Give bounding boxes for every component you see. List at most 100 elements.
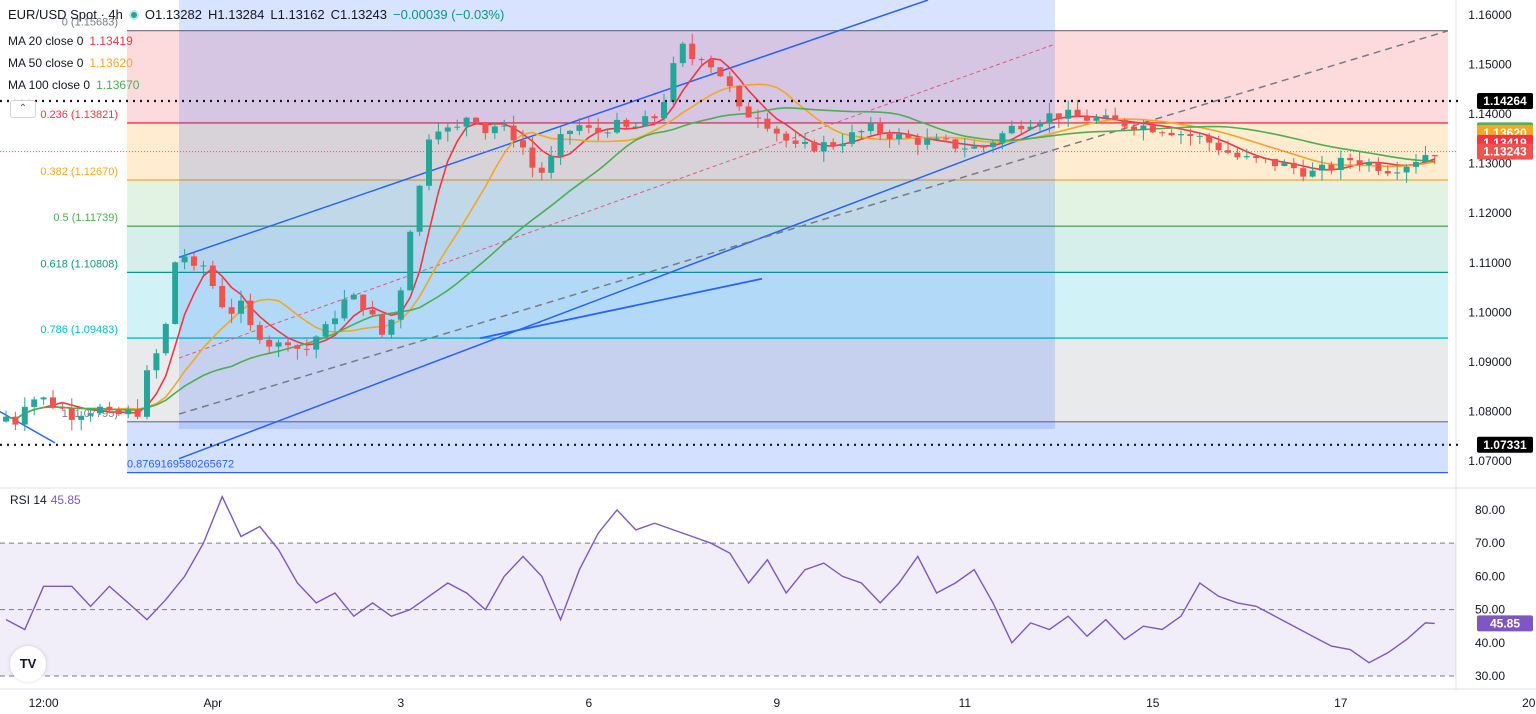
candle-body bbox=[717, 67, 724, 77]
ohlc-open: O1.13282 bbox=[144, 7, 202, 22]
candle-body bbox=[1309, 170, 1316, 177]
candle-body bbox=[303, 348, 310, 350]
candle-body bbox=[802, 141, 808, 144]
rsi-tick-label: 40.00 bbox=[1475, 636, 1505, 650]
ma50-legend[interactable]: MA 50 close 0 1.13620 bbox=[8, 56, 133, 70]
candle-body bbox=[961, 148, 968, 150]
ma50-value: 1.13620 bbox=[89, 56, 133, 70]
price-tick-label: 1.15000 bbox=[1468, 57, 1512, 71]
price-tick-label: 1.16000 bbox=[1468, 8, 1512, 22]
candle-body bbox=[191, 256, 197, 266]
fib-zone bbox=[127, 421, 1448, 473]
candle-body bbox=[886, 133, 893, 140]
candle-body bbox=[914, 137, 921, 145]
candle-body bbox=[1065, 109, 1072, 119]
candle-body bbox=[1215, 142, 1222, 151]
candle-body bbox=[867, 123, 874, 132]
ma100-legend[interactable]: MA 100 close 0 1.13670 bbox=[8, 78, 139, 92]
candle-body bbox=[510, 125, 517, 141]
candle-body bbox=[332, 318, 338, 325]
chart-header: EUR/USD Spot · 4h O1.13282 H1.13284 L1.1… bbox=[8, 7, 504, 22]
candle-body bbox=[294, 345, 301, 349]
candle-body bbox=[1037, 123, 1043, 127]
time-tick-label: 6 bbox=[585, 696, 592, 710]
channel-box bbox=[179, 0, 1055, 429]
candle-body bbox=[1356, 160, 1363, 165]
ma20-label: MA 20 close 0 bbox=[8, 34, 84, 48]
candle-body bbox=[40, 397, 47, 400]
candle-body bbox=[59, 407, 66, 409]
horizontal-levels[interactable] bbox=[0, 99, 1458, 446]
candle-body bbox=[275, 342, 282, 347]
candle-body bbox=[1300, 168, 1307, 177]
candle-body bbox=[1375, 162, 1382, 171]
candle-body bbox=[839, 143, 846, 147]
tradingview-logo[interactable]: TV bbox=[10, 646, 46, 682]
candle-body bbox=[501, 125, 508, 127]
candle-body bbox=[1366, 162, 1372, 165]
candle-body bbox=[999, 133, 1006, 143]
candle-body bbox=[1149, 125, 1156, 133]
ma20-legend[interactable]: MA 20 close 0 1.13419 bbox=[8, 34, 133, 48]
ma100-value: 1.13670 bbox=[96, 78, 140, 92]
candle-body bbox=[369, 310, 376, 315]
candle-body bbox=[877, 123, 884, 134]
rsi-band bbox=[0, 543, 1456, 677]
fib-zone bbox=[127, 338, 1448, 422]
candle-body bbox=[990, 142, 996, 148]
candle-body bbox=[3, 416, 9, 422]
time-axis[interactable]: 12:00Apr36911151720232529May3 bbox=[0, 688, 1536, 710]
candle-body bbox=[341, 299, 348, 319]
rsi-legend[interactable]: RSI 14 45.85 bbox=[10, 493, 81, 507]
rsi-pane[interactable]: 80.00 70.00 60.00 50.00 40.00 30.00 45.85 bbox=[0, 494, 1533, 683]
candle-body bbox=[698, 59, 705, 61]
fib-retracement[interactable]: 0 (1.15683) 0.236 (1.13821) 0.382 (1.12670… bbox=[40, 17, 1448, 474]
candle-body bbox=[153, 353, 160, 371]
price-axis[interactable]: 1.16000 1.15000 1.14000 1.13000 1.12000 1.110… bbox=[1468, 8, 1533, 468]
candle-body bbox=[755, 117, 761, 119]
collapse-legend-button[interactable]: ⌃ bbox=[10, 100, 36, 118]
candle-body bbox=[1187, 134, 1194, 136]
candle-body bbox=[1093, 118, 1100, 121]
rsi-tick-label: 60.00 bbox=[1475, 569, 1505, 583]
candle-body bbox=[1281, 162, 1288, 167]
candle-body bbox=[632, 126, 639, 128]
fib-level-label: 0.5 (1.11739) bbox=[53, 212, 118, 224]
candle-body bbox=[830, 142, 837, 147]
symbol-title[interactable]: EUR/USD Spot · 4h bbox=[8, 7, 123, 22]
candle-body bbox=[1290, 162, 1297, 169]
candle-body bbox=[943, 138, 949, 140]
time-tick-label: 17 bbox=[1334, 696, 1348, 710]
candle-body bbox=[1394, 172, 1401, 174]
candle-body bbox=[1196, 135, 1203, 137]
rsi-tick-label: 80.00 bbox=[1475, 503, 1505, 517]
trend-line-short bbox=[479, 277, 763, 340]
candle-body bbox=[1347, 157, 1354, 161]
candle-body bbox=[416, 185, 423, 232]
candle-body bbox=[134, 409, 141, 417]
candle-body bbox=[482, 122, 489, 134]
trend-channel[interactable] bbox=[0, 0, 1449, 460]
time-tick-label: 15 bbox=[1146, 696, 1160, 710]
candle-body bbox=[576, 125, 583, 131]
candle-body bbox=[614, 119, 620, 133]
candle-body bbox=[1422, 155, 1429, 163]
candle-body bbox=[849, 132, 855, 144]
ohlc-high: H1.13284 bbox=[207, 7, 265, 22]
price-badge-label: 1.07331 bbox=[1483, 438, 1527, 452]
candle-body bbox=[397, 290, 404, 320]
price-badge bbox=[1477, 92, 1533, 109]
candle-body bbox=[68, 408, 75, 420]
candle-body bbox=[896, 133, 902, 140]
price-tick-label: 1.10000 bbox=[1468, 305, 1512, 319]
rsi-tick-label: 70.00 bbox=[1475, 536, 1505, 550]
candle-body bbox=[144, 370, 150, 417]
candle-body bbox=[905, 133, 912, 138]
candle-body bbox=[172, 262, 179, 324]
candle-body bbox=[1168, 132, 1175, 136]
price-badge-label: 1.13243 bbox=[1483, 145, 1527, 159]
candle-body bbox=[97, 406, 103, 414]
candle-body bbox=[557, 134, 564, 156]
candle-body bbox=[1262, 158, 1269, 160]
